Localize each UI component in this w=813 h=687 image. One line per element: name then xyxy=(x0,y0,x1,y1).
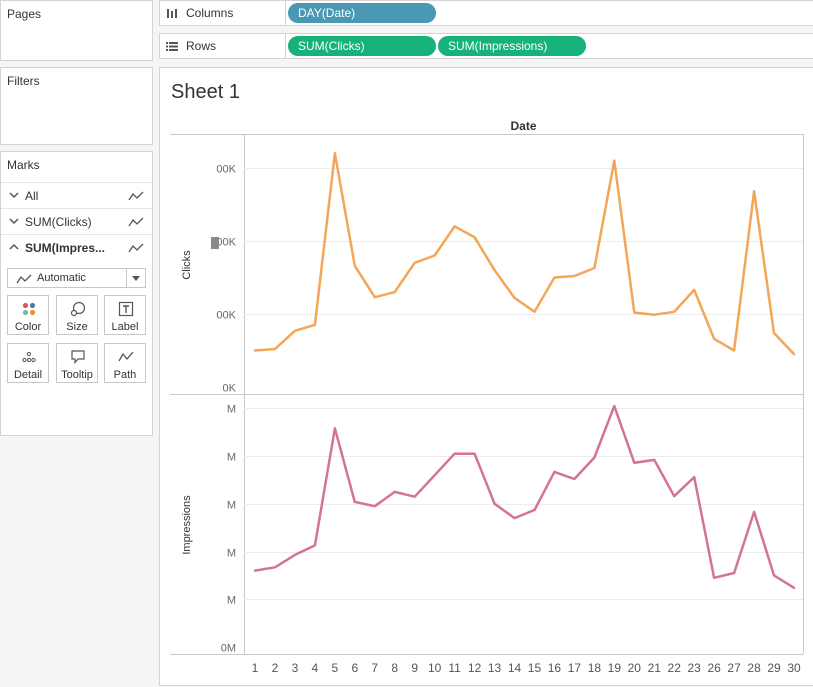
impressions-series-line xyxy=(255,406,794,588)
x-tick-label: 5 xyxy=(332,661,339,675)
y-tick-label: 00K xyxy=(216,237,236,249)
marks-row-label: SUM(Clicks) xyxy=(25,215,92,229)
chevron-down-icon xyxy=(132,276,140,281)
chevron-down-icon xyxy=(8,189,20,201)
date-header: Date xyxy=(510,119,536,133)
clicks-axis-title: Clicks xyxy=(181,250,193,280)
pill-sum-clicks[interactable]: SUM(Clicks) xyxy=(288,36,436,56)
pages-title: Pages xyxy=(7,7,41,21)
tooltip-icon xyxy=(70,349,86,365)
rows-label: Rows xyxy=(186,39,216,53)
x-tick-label: 22 xyxy=(668,661,682,675)
chevron-up-icon xyxy=(8,241,20,253)
x-tick-label: 27 xyxy=(727,661,741,675)
x-tick-label: 26 xyxy=(707,661,721,675)
clicks-series-line xyxy=(255,153,794,354)
filters-title: Filters xyxy=(7,74,40,88)
impressions-axis-title: Impressions xyxy=(181,495,193,555)
x-tick-label: 21 xyxy=(648,661,662,675)
line-chart[interactable]: Date 0K 00K 00K 00K Clicks 0M M M M M M Impressions 1… xyxy=(160,68,813,687)
x-tick-label: 13 xyxy=(488,661,502,675)
y-tick-label: 0M xyxy=(221,643,236,655)
y-tick-label: M xyxy=(227,500,236,512)
shelf-divider xyxy=(285,1,286,25)
marks-panel: Marks All SUM(Clicks) SUM(Impres... Auto… xyxy=(0,151,153,436)
color-button[interactable]: Color xyxy=(7,295,49,335)
card-label: Tooltip xyxy=(57,369,97,381)
x-tick-label: 1 xyxy=(252,661,259,675)
columns-icon xyxy=(166,8,178,19)
y-tick-label: M xyxy=(227,548,236,560)
mark-type-dropdown[interactable]: Automatic xyxy=(7,268,146,288)
y-tick-label: 00K xyxy=(216,310,236,322)
marks-row-label: All xyxy=(25,189,38,203)
x-tick-label: 29 xyxy=(767,661,781,675)
y-tick-label: M xyxy=(227,595,236,607)
x-tick-label: 7 xyxy=(371,661,378,675)
x-tick-label: 12 xyxy=(468,661,482,675)
card-label: Size xyxy=(57,321,97,333)
line-mark-icon xyxy=(16,273,32,285)
filters-panel[interactable]: Filters xyxy=(0,67,153,145)
y-tick-label: 0K xyxy=(223,383,237,395)
axis-drag-handle xyxy=(211,237,219,249)
size-button[interactable]: Size xyxy=(56,295,98,335)
path-button[interactable]: Path xyxy=(104,343,146,383)
x-tick-label: 30 xyxy=(787,661,801,675)
x-tick-label: 28 xyxy=(747,661,761,675)
color-icon xyxy=(21,301,37,317)
marks-row-all[interactable]: All xyxy=(1,182,152,208)
x-tick-label: 19 xyxy=(608,661,622,675)
rows-icon xyxy=(166,41,178,52)
marks-row-label: SUM(Impres... xyxy=(25,241,105,255)
y-tick-label: 00K xyxy=(216,164,236,176)
dropdown-arrow[interactable] xyxy=(126,269,145,287)
columns-label: Columns xyxy=(186,6,233,20)
line-mark-icon xyxy=(128,242,144,254)
x-tick-label: 23 xyxy=(688,661,702,675)
x-tick-label: 11 xyxy=(448,661,461,675)
pill-sum-impressions[interactable]: SUM(Impressions) xyxy=(438,36,586,56)
line-mark-icon xyxy=(128,190,144,202)
detail-button[interactable]: Detail xyxy=(7,343,49,383)
mark-type-value: Automatic xyxy=(37,272,86,284)
card-label: Label xyxy=(105,321,145,333)
chevron-down-icon xyxy=(8,215,20,227)
pages-panel[interactable]: Pages xyxy=(0,0,153,61)
x-tick-label: 6 xyxy=(351,661,358,675)
x-tick-label: 15 xyxy=(528,661,542,675)
x-tick-label: 16 xyxy=(548,661,562,675)
x-tick-label: 9 xyxy=(411,661,418,675)
path-icon xyxy=(118,349,134,365)
shelf-divider xyxy=(285,34,286,58)
marks-row-clicks[interactable]: SUM(Clicks) xyxy=(1,208,152,234)
x-tick-label: 4 xyxy=(312,661,319,675)
x-tick-label: 14 xyxy=(508,661,522,675)
rows-shelf[interactable]: Rows SUM(Clicks) SUM(Impressions) xyxy=(159,33,813,59)
tooltip-button[interactable]: Tooltip xyxy=(56,343,98,383)
label-icon xyxy=(118,301,134,317)
marks-title: Marks xyxy=(7,158,40,172)
label-button[interactable]: Label xyxy=(104,295,146,335)
x-tick-label: 10 xyxy=(428,661,442,675)
y-tick-label: M xyxy=(227,452,236,464)
x-tick-label: 2 xyxy=(272,661,279,675)
x-tick-label: 3 xyxy=(292,661,299,675)
detail-icon xyxy=(21,349,37,365)
card-label: Path xyxy=(105,369,145,381)
pill-day-date[interactable]: DAY(Date) xyxy=(288,3,436,23)
line-mark-icon xyxy=(128,216,144,228)
y-tick-label: M xyxy=(227,404,236,416)
card-label: Color xyxy=(8,321,48,333)
x-tick-label: 18 xyxy=(588,661,602,675)
x-tick-label: 17 xyxy=(568,661,582,675)
marks-row-impressions[interactable]: SUM(Impres... xyxy=(1,234,152,260)
x-tick-label: 8 xyxy=(391,661,398,675)
size-icon xyxy=(70,301,86,317)
card-label: Detail xyxy=(8,369,48,381)
columns-shelf[interactable]: Columns DAY(Date) xyxy=(159,0,813,26)
x-tick-label: 20 xyxy=(628,661,642,675)
